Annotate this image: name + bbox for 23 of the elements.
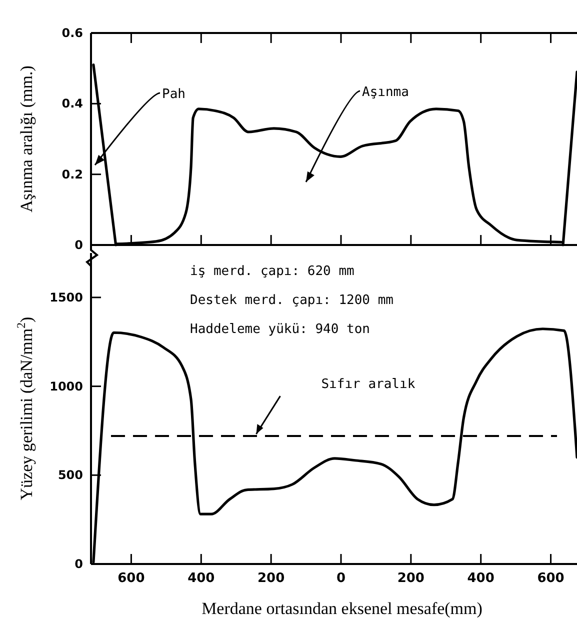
annotation: Aşınma xyxy=(362,85,409,100)
y-tick-label: 1500 xyxy=(50,290,83,304)
y-tick-label: 0.6 xyxy=(62,26,83,40)
x-tick-label: 400 xyxy=(467,571,494,586)
x-axis-title: Merdane ortasından eksenel mesafe(mm) xyxy=(202,599,482,618)
x-tick-label: 600 xyxy=(118,571,145,586)
annotation: Pah xyxy=(162,87,186,102)
annotation: Haddeleme yükü: 940 ton xyxy=(190,322,370,337)
y-tick-label: 0 xyxy=(74,238,83,252)
x-tick-label: 200 xyxy=(257,571,285,586)
x-tick-label: 200 xyxy=(397,571,424,586)
annotation: iş merd. çapı: 620 mm xyxy=(190,264,355,279)
x-tick-label: 0 xyxy=(336,571,346,586)
x-tick-label: 600 xyxy=(537,571,564,586)
y-tick-label: 1000 xyxy=(50,379,83,394)
y-axis-title: Aşınma aralığı (mm.) xyxy=(17,66,36,212)
annotation: Destek merd. çapı: 1200 mm xyxy=(190,293,394,308)
y-tick-label: 0 xyxy=(74,557,83,571)
y-tick-label: 500 xyxy=(58,468,83,482)
y-tick-label: 0.4 xyxy=(62,96,83,111)
ref-line-label: Sıfır aralık xyxy=(321,377,416,392)
y-tick-label: 0.2 xyxy=(62,167,83,182)
x-tick-label: 400 xyxy=(188,571,215,586)
